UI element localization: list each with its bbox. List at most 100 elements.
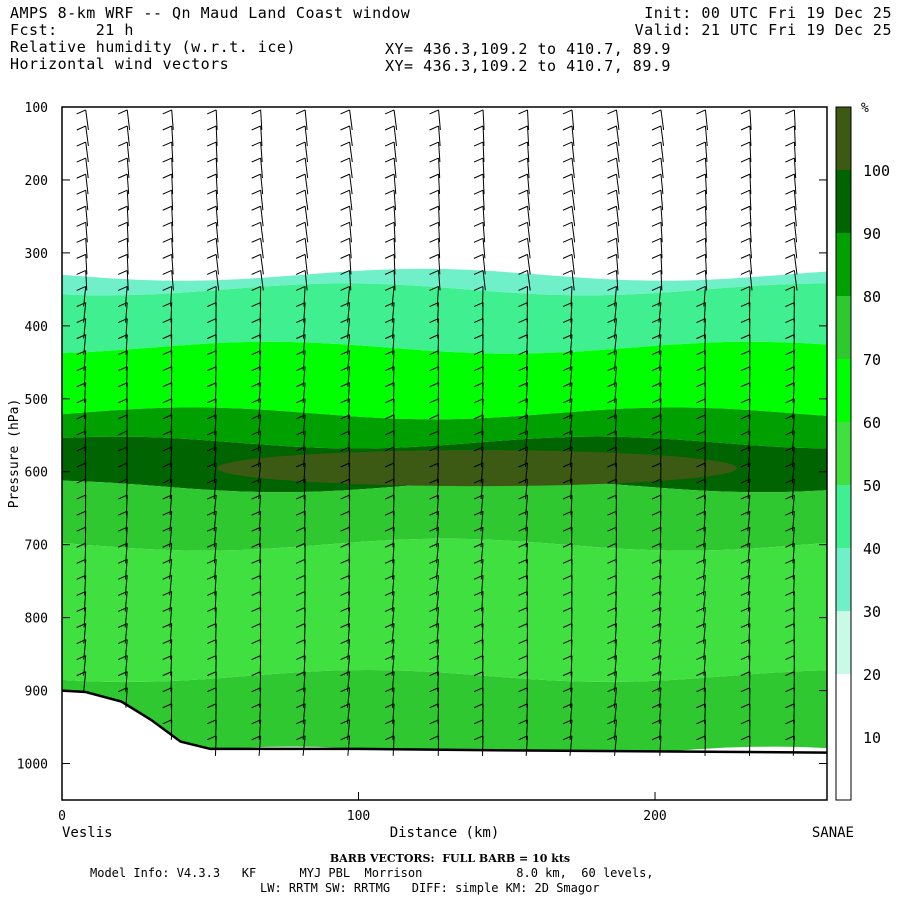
wind-barb — [785, 269, 798, 291]
wind-barb — [384, 189, 397, 211]
wind-barb — [162, 221, 174, 243]
wind-barb — [162, 253, 174, 275]
barb-legend: BARB VECTORS: FULL BARB = 10 kts — [329, 852, 571, 865]
wind-barb — [429, 221, 441, 243]
rh-band — [62, 538, 827, 682]
wind-barb — [118, 189, 129, 211]
wind-barb — [696, 173, 708, 195]
header-right: Init: 00 UTC Fri 19 Dec 25 Valid: 21 UTC … — [635, 5, 892, 39]
rh-band — [62, 268, 827, 296]
wind-barb — [562, 735, 573, 756]
wind-barb — [118, 205, 129, 227]
wind-barb — [473, 157, 485, 179]
wind-barb — [562, 205, 576, 227]
wind-barb — [518, 735, 529, 756]
wind-barb — [206, 253, 220, 275]
wind-barb — [76, 671, 87, 692]
rh-band — [62, 283, 827, 354]
wind-barb — [76, 141, 89, 163]
wind-barb — [340, 141, 353, 163]
wind-barb — [206, 205, 219, 227]
wind-barb — [118, 109, 131, 131]
wind-barb — [340, 173, 353, 195]
rh-band — [62, 341, 827, 420]
wind-barb — [518, 173, 530, 195]
wind-barb — [206, 141, 218, 163]
wind-barb — [473, 125, 485, 147]
wind-barb — [118, 141, 130, 163]
model-info: Model Info: V4.3.3 KF MYJ PBL Morrison 8… — [90, 866, 654, 880]
valid-time: Valid: 21 UTC Fri 19 Dec 25 — [634, 21, 892, 39]
wind-barb — [785, 141, 796, 163]
wind-barb — [607, 141, 620, 163]
wind-barb — [607, 157, 620, 179]
wind-barb — [162, 109, 174, 130]
wind-barb — [562, 221, 576, 243]
colorbar-label: 70 — [863, 351, 881, 369]
wind-barb — [696, 221, 707, 243]
colorbar-label: 10 — [863, 729, 881, 747]
wind-barb — [206, 157, 218, 179]
wind-barb — [740, 109, 752, 130]
colorbar-segment — [836, 107, 851, 170]
y-tick-label: 900 — [25, 685, 48, 700]
init-time: Init: 00 UTC Fri 19 Dec 25 — [644, 4, 892, 22]
wind-barb — [251, 269, 264, 291]
wind-barb — [251, 109, 263, 130]
wind-barb — [740, 269, 753, 291]
wind-barb — [607, 173, 620, 195]
colorbar-segment — [836, 737, 851, 800]
wind-barb — [740, 237, 753, 259]
y-tick-label: 600 — [25, 466, 48, 481]
wind-barb — [384, 109, 398, 131]
wind-barb — [651, 237, 663, 259]
colorbar-unit: % — [861, 101, 869, 116]
wind-barb — [696, 735, 706, 756]
wind-barb — [162, 269, 174, 291]
wind-barb — [607, 237, 619, 259]
wind-barb — [473, 173, 485, 195]
wind-barb — [76, 237, 88, 259]
wind-barb — [206, 269, 220, 291]
y-tick-label: 1000 — [17, 758, 48, 773]
wind-barb — [740, 173, 752, 195]
x-tick-label: 100 — [347, 809, 370, 824]
chart-title: AMPS 8-km WRF -- Qn Maud Land Coast wind… — [10, 4, 411, 22]
colorbar-segment — [836, 674, 851, 737]
wind-barb — [696, 237, 707, 259]
wind-barb — [429, 269, 441, 291]
wind-barb — [206, 221, 219, 243]
wind-barb — [607, 125, 620, 147]
wind-barb — [295, 735, 306, 756]
colorbar-label: 80 — [863, 288, 881, 306]
wind-barb — [651, 173, 664, 195]
wind-barb — [206, 735, 217, 756]
wind-barb — [696, 125, 708, 147]
wind-barb — [295, 173, 309, 195]
colorbar-segment — [836, 170, 851, 233]
wind-barb — [384, 237, 396, 259]
wind-barb — [295, 237, 309, 259]
wind-barb — [429, 237, 441, 259]
y-tick-label: 800 — [25, 612, 48, 627]
colorbar-label: 40 — [863, 540, 881, 558]
wind-barb — [740, 125, 752, 147]
x-tick-label: 200 — [643, 809, 666, 824]
wind-barb — [651, 157, 664, 179]
wind-barb — [518, 109, 530, 130]
wind-barb — [251, 735, 262, 756]
wind-barb — [562, 189, 576, 211]
wind-barb — [473, 141, 485, 163]
y-tick-label: 100 — [25, 101, 48, 116]
wind-barb — [429, 189, 440, 211]
wind-barb — [340, 205, 353, 227]
wind-barb — [429, 141, 441, 163]
terrain-mask — [62, 690, 827, 800]
field-wind-label: Horizontal wind vectors — [10, 55, 230, 73]
wind-barb — [340, 269, 352, 291]
wind-barb — [118, 253, 129, 275]
wind-barb — [740, 253, 753, 275]
wind-barb — [340, 221, 352, 243]
wind-barb — [785, 237, 798, 259]
